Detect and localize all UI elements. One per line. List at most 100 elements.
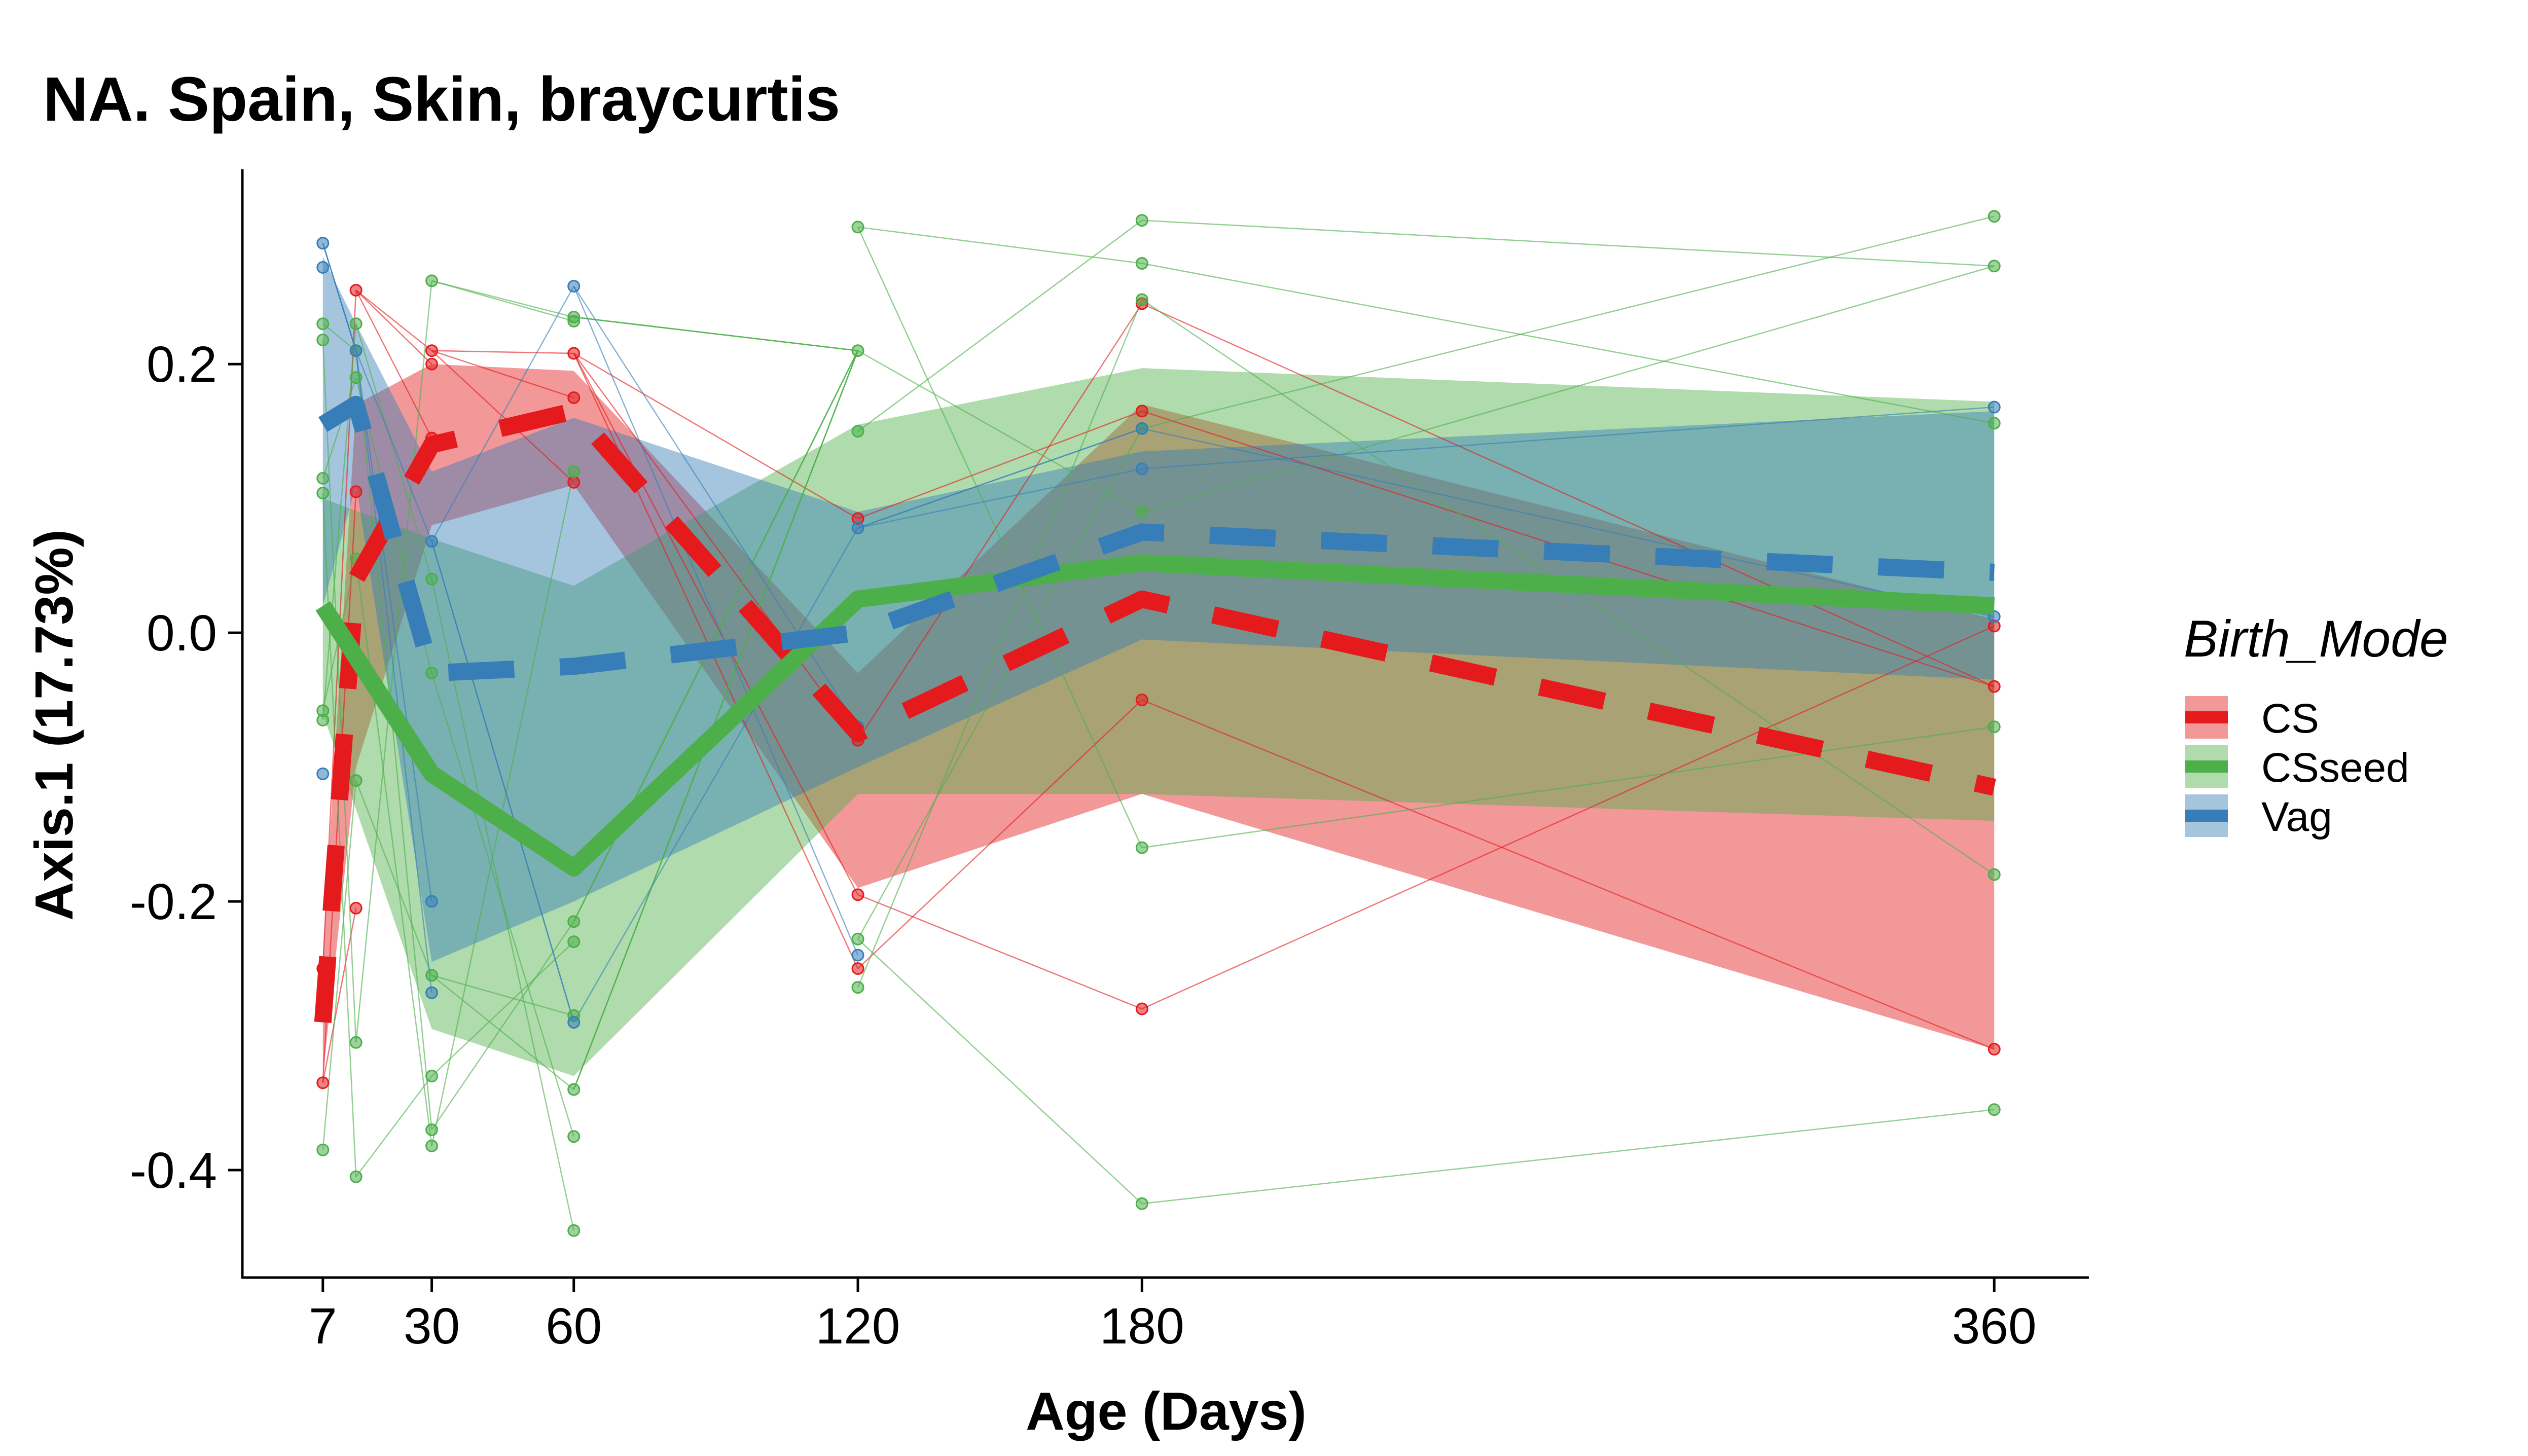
trajectory-csseed bbox=[431, 974, 574, 1016]
trajectory-vag bbox=[857, 428, 1142, 529]
point-csseed bbox=[851, 221, 864, 234]
point-vag bbox=[349, 344, 363, 357]
point-csseed bbox=[316, 317, 330, 331]
trajectory-cs bbox=[431, 350, 574, 483]
trajectory-csseed bbox=[322, 323, 357, 720]
x-axis-ticks: 7 30 60 120 180 360 bbox=[309, 1278, 2037, 1355]
y-axis-title: Axis.1 (17.73%) bbox=[24, 529, 84, 921]
trajectory-vag bbox=[857, 468, 1142, 529]
point-csseed bbox=[316, 1143, 330, 1156]
point-vag bbox=[316, 767, 330, 780]
trajectory-cs bbox=[857, 410, 1142, 520]
point-cs bbox=[567, 476, 581, 489]
trajectory-csseed bbox=[322, 323, 356, 351]
trajectory-csseed bbox=[322, 340, 357, 1043]
point-vag bbox=[316, 237, 330, 250]
mean-line-csseed bbox=[315, 554, 1995, 877]
point-csseed bbox=[567, 314, 581, 327]
point-csseed bbox=[851, 981, 864, 994]
x-tick-label: 360 bbox=[1952, 1298, 2037, 1355]
point-cs bbox=[567, 347, 581, 360]
point-csseed bbox=[851, 932, 864, 945]
trajectory-cs bbox=[1141, 699, 1995, 1050]
y-tick-label: -0.2 bbox=[130, 873, 217, 930]
trajectory-cs bbox=[355, 289, 432, 365]
legend-label-csseed: CSseed bbox=[2261, 745, 2409, 791]
x-axis-title: Age (Days) bbox=[1026, 1381, 1307, 1441]
point-csseed bbox=[425, 667, 439, 680]
mean-line-cs bbox=[314, 402, 1996, 1023]
point-csseed bbox=[316, 713, 330, 726]
y-tick-label: 0.0 bbox=[147, 605, 217, 662]
point-cs bbox=[1988, 1043, 2001, 1056]
point-csseed bbox=[1988, 868, 2001, 881]
x-tick-label: 120 bbox=[816, 1298, 900, 1355]
trajectory-csseed bbox=[355, 559, 432, 1146]
point-csseed bbox=[1135, 505, 1148, 519]
trajectory-csseed bbox=[857, 299, 1143, 988]
trajectory-vag bbox=[355, 350, 432, 993]
point-csseed bbox=[1988, 417, 2001, 430]
trajectory-csseed bbox=[431, 280, 574, 318]
point-cs bbox=[567, 391, 581, 404]
trajectory-csseed bbox=[857, 428, 1143, 939]
point-vag bbox=[851, 949, 864, 962]
x-tick-label: 180 bbox=[1100, 1298, 1184, 1355]
point-csseed bbox=[567, 465, 581, 478]
trajectory-csseed bbox=[431, 578, 574, 1231]
point-cs bbox=[425, 344, 439, 357]
point-csseed bbox=[567, 1224, 581, 1237]
trajectory-csseed bbox=[355, 1075, 432, 1178]
point-csseed bbox=[316, 471, 330, 485]
trajectory-vag bbox=[573, 527, 859, 1023]
point-vag bbox=[1135, 462, 1148, 476]
trajectory-csseed bbox=[1142, 220, 1995, 267]
trajectory-vag bbox=[1142, 428, 1995, 617]
point-csseed bbox=[1988, 210, 2001, 223]
mean-lines-layer bbox=[314, 395, 1996, 1023]
point-csseed bbox=[349, 1036, 363, 1049]
trajectory-csseed bbox=[431, 921, 574, 1131]
point-vag bbox=[425, 895, 439, 908]
point-cs bbox=[349, 901, 363, 915]
point-cs bbox=[425, 357, 439, 371]
trajectory-cs bbox=[573, 352, 858, 520]
point-cs bbox=[851, 962, 864, 975]
point-vag bbox=[567, 280, 581, 293]
point-vag bbox=[316, 261, 330, 274]
trajectory-cs bbox=[431, 350, 574, 398]
mean-line-vag bbox=[318, 395, 1995, 682]
point-cs bbox=[851, 888, 864, 901]
point-vag bbox=[1135, 422, 1148, 435]
trajectory-csseed bbox=[857, 220, 1143, 432]
trajectory-csseed bbox=[322, 780, 357, 1150]
point-csseed bbox=[851, 344, 864, 357]
y-tick-label: 0.2 bbox=[147, 336, 217, 393]
trajectory-csseed bbox=[431, 280, 574, 322]
point-csseed bbox=[425, 969, 439, 982]
point-csseed bbox=[425, 572, 439, 586]
point-csseed bbox=[425, 1070, 439, 1083]
point-cs bbox=[1988, 680, 2001, 693]
point-cs bbox=[1135, 1002, 1148, 1015]
point-csseed bbox=[349, 317, 363, 331]
point-csseed bbox=[1988, 260, 2001, 273]
trajectory-cs bbox=[573, 353, 859, 895]
trajectory-cs bbox=[431, 350, 574, 354]
trajectory-csseed bbox=[857, 938, 1143, 1205]
trajectory-vag bbox=[431, 285, 574, 542]
trajectory-cs bbox=[857, 894, 1142, 1010]
trajectory-cs bbox=[857, 303, 1143, 741]
point-csseed bbox=[1135, 293, 1148, 306]
point-csseed bbox=[1988, 720, 2001, 734]
point-vag bbox=[567, 1016, 581, 1029]
x-tick-label: 60 bbox=[546, 1298, 602, 1355]
point-csseed bbox=[425, 274, 439, 287]
points-layer bbox=[316, 210, 2001, 1237]
point-vag bbox=[425, 986, 439, 999]
trajectory-cs bbox=[355, 289, 432, 351]
trajectory-cs bbox=[1141, 625, 1995, 1010]
